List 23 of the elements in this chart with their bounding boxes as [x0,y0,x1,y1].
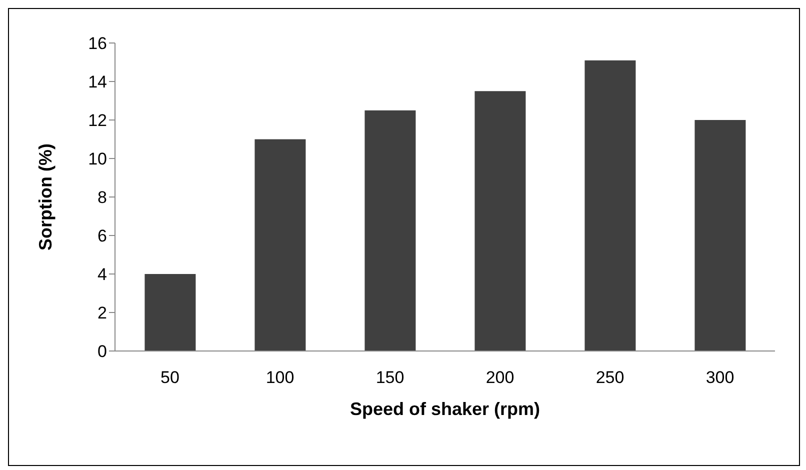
y-tick-label: 0 [98,342,107,362]
y-axis-title: Sorption (%) [35,144,56,250]
bar [364,110,416,351]
y-tick-label: 16 [88,34,107,54]
y-tick-label: 4 [98,265,107,284]
bar [694,120,746,351]
bar [144,274,196,351]
x-tick-label: 100 [266,368,294,388]
bar [474,91,526,351]
x-tick-label: 300 [706,368,734,388]
x-tick-label: 250 [596,368,624,388]
y-tick-label: 2 [98,304,107,323]
bar [584,60,636,351]
y-tick-label: 10 [88,150,107,169]
x-tick-label: 200 [486,368,514,388]
y-tick-label: 14 [88,72,107,92]
y-tick-label: 8 [98,188,107,208]
y-tick-label: 12 [88,111,107,130]
y-tick-label: 6 [98,226,107,246]
x-axis-title: Speed of shaker (rpm) [350,399,540,419]
x-tick-label: 150 [376,368,404,388]
x-tick-label: 50 [160,368,180,388]
bar [254,139,306,351]
